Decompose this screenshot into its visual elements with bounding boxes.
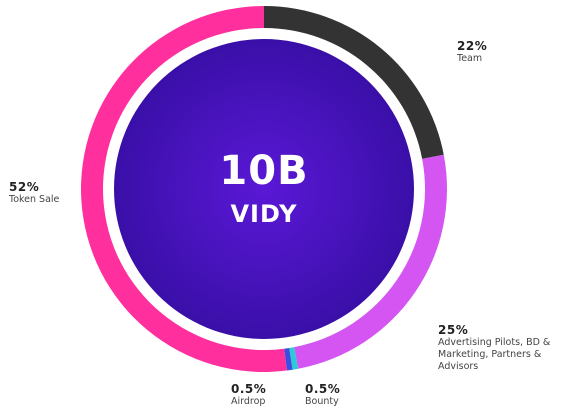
legend-label-airdrop: 0.5% Airdrop <box>231 382 266 408</box>
slice-percent-advertising: 25% <box>438 323 469 337</box>
slice-name-token-sale: Token Sale <box>9 194 60 205</box>
donut-slices <box>80 6 448 372</box>
slice-name-team: Team <box>457 53 483 64</box>
center-token-label: VIDY <box>230 200 298 228</box>
legend-label-team: 22% Team <box>457 39 487 65</box>
slice-advertising <box>294 154 448 369</box>
legend-label-advertising: 25% Advertising Pilots, BD & Marketing, … <box>438 323 568 373</box>
slice-name-advertising: Advertising Pilots, BD & Marketing, Part… <box>438 337 551 372</box>
slice-bounty <box>289 347 299 370</box>
slice-percent-airdrop: 0.5% <box>231 382 267 396</box>
center-disc <box>114 39 414 339</box>
center-total-value: 10B <box>219 148 309 194</box>
slice-percent-bounty: 0.5% <box>305 382 341 396</box>
slice-name-airdrop: Airdrop <box>231 396 266 407</box>
slice-name-bounty: Bounty <box>305 396 339 407</box>
legend-label-bounty: 0.5% Bounty <box>305 382 340 408</box>
slice-team <box>264 6 444 159</box>
slice-percent-token-sale: 52% <box>9 180 40 194</box>
slice-percent-team: 22% <box>457 39 488 53</box>
slice-airdrop <box>284 348 293 371</box>
legend-label-token-sale: 52% Token Sale <box>9 180 59 206</box>
